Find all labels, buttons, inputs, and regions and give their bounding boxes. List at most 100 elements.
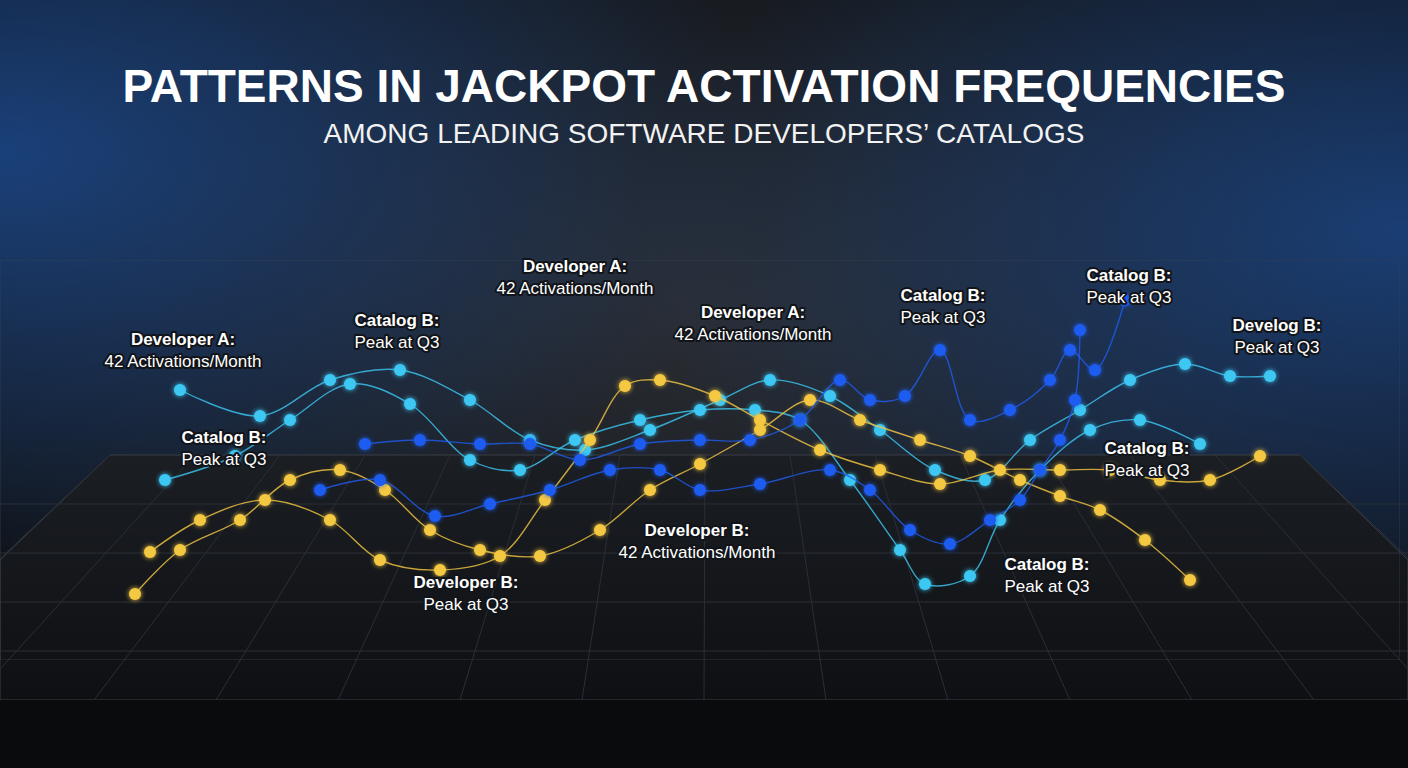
point — [464, 394, 476, 406]
point — [944, 538, 956, 550]
annotation-label: Developer A: — [701, 303, 805, 322]
point — [964, 450, 976, 462]
point — [259, 494, 271, 506]
point — [1184, 574, 1196, 586]
series-line — [150, 380, 1260, 570]
point — [824, 464, 836, 476]
annotation: Developer A:42 Activations/Month — [105, 330, 262, 371]
point — [604, 464, 616, 476]
point — [314, 484, 326, 496]
series-line — [365, 300, 1125, 460]
point — [1034, 464, 1046, 476]
point — [994, 464, 1006, 476]
point — [1054, 490, 1066, 502]
annotation-label: Develog B: — [1233, 316, 1322, 335]
annotation-label: Catalog B: — [901, 286, 986, 305]
annotation-label: Catalog B: — [355, 311, 440, 330]
series-points — [359, 294, 1131, 466]
point — [1179, 358, 1191, 370]
point — [1094, 504, 1106, 516]
floor-line — [790, 455, 826, 700]
point — [894, 544, 906, 556]
series-points — [129, 394, 1196, 600]
point — [1089, 364, 1101, 376]
point — [174, 384, 186, 396]
floor-line — [0, 651, 1408, 652]
point — [644, 424, 656, 436]
point — [484, 498, 496, 510]
point — [574, 454, 586, 466]
point — [159, 474, 171, 486]
point — [834, 374, 846, 386]
point — [474, 544, 486, 556]
point — [359, 438, 371, 450]
point — [474, 438, 486, 450]
point — [754, 478, 766, 490]
floor — [0, 455, 1408, 700]
point — [804, 394, 816, 406]
point — [344, 378, 356, 390]
point — [254, 410, 266, 422]
point — [919, 578, 931, 590]
series-line — [165, 384, 1200, 586]
point — [979, 474, 991, 486]
point — [1034, 464, 1046, 476]
background — [0, 0, 1408, 768]
point — [429, 510, 441, 522]
point — [744, 434, 756, 446]
series-points — [144, 374, 1266, 576]
annotation: Catalog B:Peak at Q3 — [1004, 555, 1089, 596]
point — [1134, 414, 1146, 426]
point — [374, 474, 386, 486]
point — [594, 524, 606, 536]
point — [929, 464, 941, 476]
point — [864, 394, 876, 406]
floor-line — [0, 504, 1408, 505]
point — [534, 550, 546, 562]
point — [494, 550, 506, 562]
series-points — [159, 378, 1206, 590]
point — [864, 484, 876, 496]
annotation-text: Peak at Q3 — [1004, 577, 1089, 596]
annotation-label: Catalog B: — [1087, 266, 1172, 285]
point — [794, 414, 806, 426]
point — [1194, 438, 1206, 450]
floor-line — [0, 602, 1408, 603]
series-line — [180, 364, 1270, 481]
annotation: Catalog B:Peak at Q3 — [1086, 266, 1171, 307]
point — [694, 484, 706, 496]
point — [854, 414, 866, 426]
annotation-text: Peak at Q3 — [1234, 338, 1319, 357]
floor-line — [875, 455, 948, 700]
point — [324, 514, 336, 526]
point — [424, 524, 436, 536]
background-glow — [0, 0, 1408, 768]
annotation-text: Peak at Q3 — [354, 333, 439, 352]
annotation: Catalog B:Peak at Q3 — [1104, 439, 1189, 480]
point — [764, 374, 776, 386]
floor-line — [1300, 455, 1408, 700]
annotations: Developer A:42 Activations/MonthCatalog … — [105, 257, 1322, 614]
floor-edge — [0, 700, 1408, 768]
annotation-text: 42 Activations/Month — [675, 325, 832, 344]
point — [1084, 424, 1096, 436]
floor-line — [1130, 455, 1314, 700]
point — [174, 544, 186, 556]
point — [814, 444, 826, 456]
point — [284, 414, 296, 426]
point — [1004, 404, 1016, 416]
point — [1204, 474, 1216, 486]
annotation-label: Developer B: — [645, 521, 750, 540]
floor-line — [582, 455, 620, 700]
annotation: Catalog B:Peak at Q3 — [900, 286, 985, 327]
point — [654, 464, 666, 476]
point — [984, 514, 996, 526]
floor-line — [1215, 455, 1408, 700]
point — [284, 474, 296, 486]
annotation-label: Catalog B: — [182, 428, 267, 447]
point — [964, 414, 976, 426]
point — [524, 438, 536, 450]
point — [1014, 494, 1026, 506]
point — [1014, 474, 1026, 486]
point — [1044, 374, 1056, 386]
